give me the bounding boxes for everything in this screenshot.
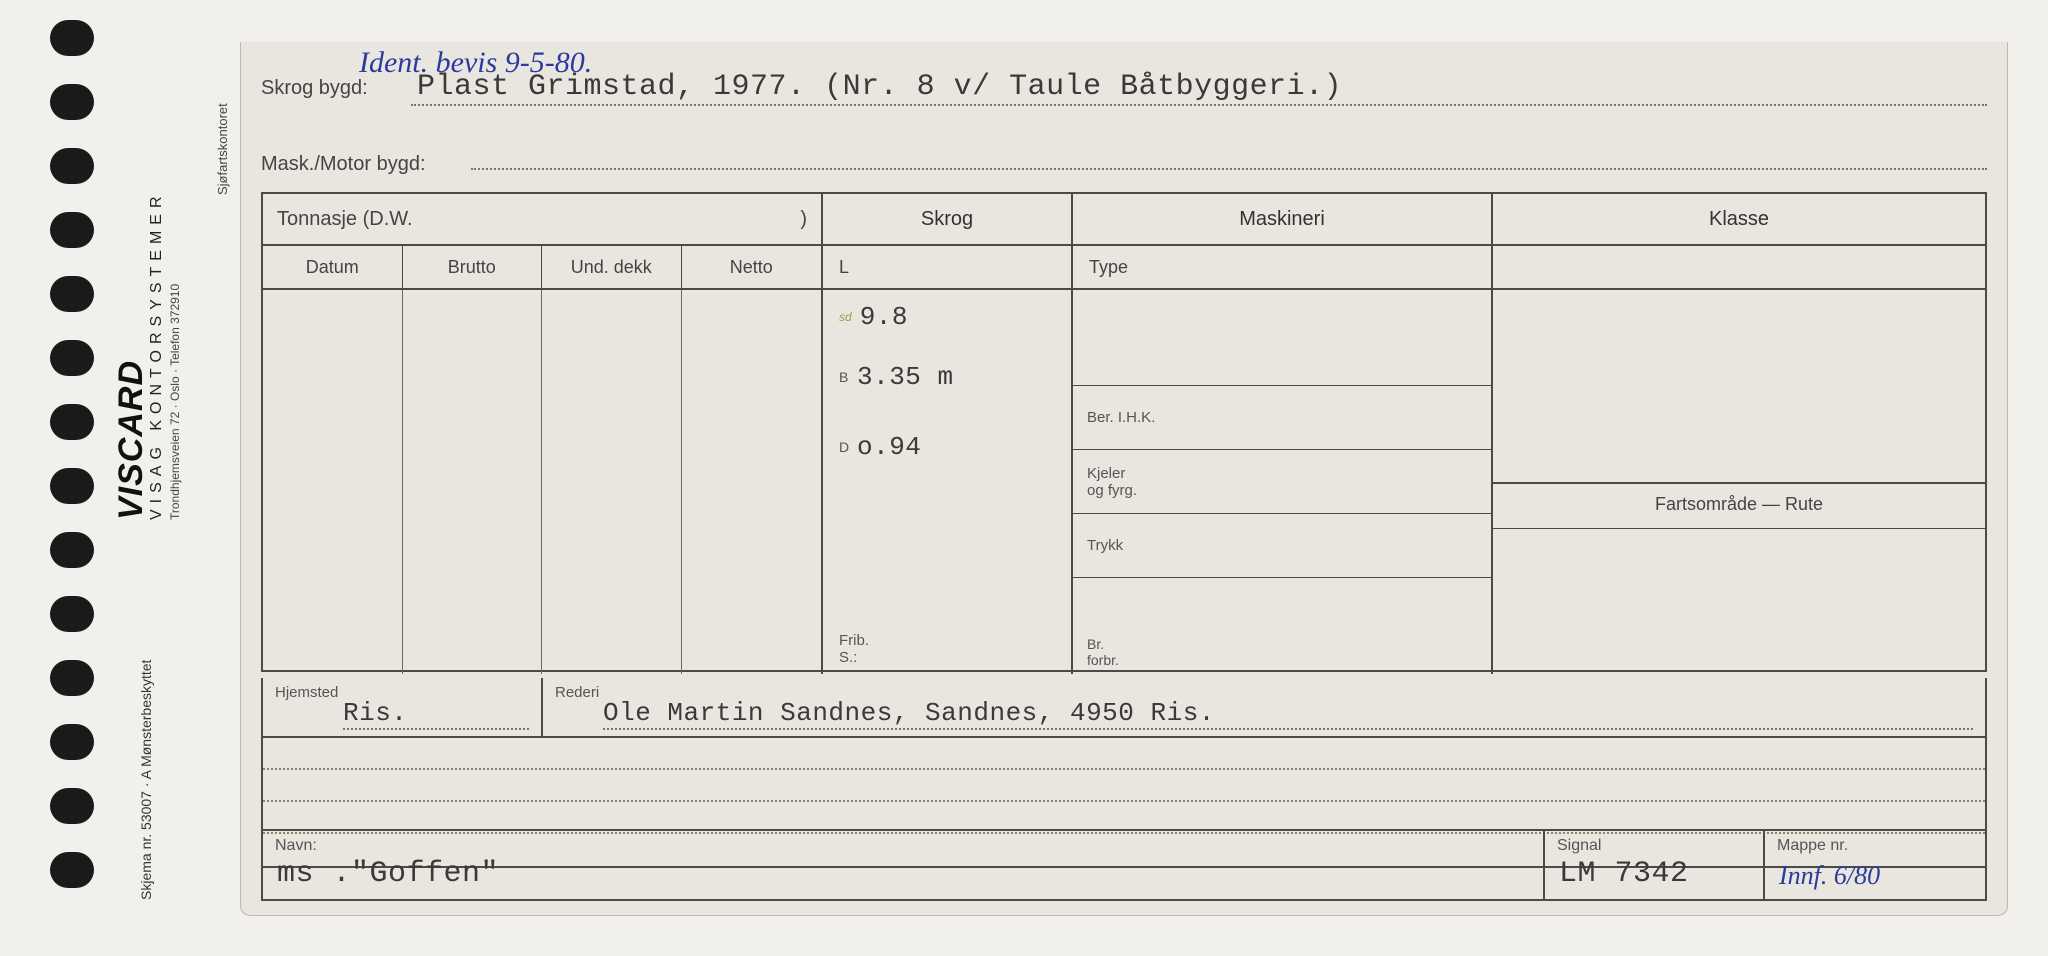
value-length: 9.8 [860, 302, 908, 332]
label-br-forbr: Br. forbr. [1087, 636, 1119, 668]
hjemsted-cell: Hjemsted Ris. [263, 678, 543, 736]
main-grid: Tonnasje (D.W. ) Skrog Maskineri Klasse … [261, 192, 1987, 672]
value-navn: ms ."Goffen" [277, 857, 499, 891]
label-frib: Frib. S.: [839, 632, 869, 666]
signal-cell: Signal LM 7342 [1545, 831, 1765, 899]
sub-unddekk: Und. dekk [542, 246, 682, 288]
index-card: Ident. bevis 9-5-80. Skrog bygd: Plast G… [240, 42, 2008, 916]
hjemsted-row: Hjemsted Ris. Rederi Ole Martin Sandnes,… [261, 678, 1987, 738]
klasse-body: Fartsområde — Rute [1493, 290, 1985, 674]
sub-datum: Datum [263, 246, 403, 288]
label-mappe: Mappe nr. [1777, 837, 1973, 855]
row-skrog-bygd: Skrog bygd: Plast Grimstad, 1977. (Nr. 8… [261, 70, 1987, 118]
sub-netto: Netto [682, 246, 822, 288]
value-hjemsted: Ris. [343, 698, 529, 730]
tonnasje-body [263, 290, 823, 674]
sub-L: L [823, 246, 1073, 290]
punch-holes [50, 20, 110, 920]
header-maskineri: Maskineri [1073, 194, 1493, 246]
label-navn: Navn: [275, 837, 1531, 855]
header-tonnasje: Tonnasje (D.W. ) [263, 194, 823, 246]
label-skrog-bygd: Skrog bygd: [261, 77, 411, 100]
maskineri-body: Ber. I.H.K. Kjeler og fyrg. Trykk Br. fo… [1073, 290, 1493, 674]
label-kjeler: Kjeler og fyrg. [1073, 450, 1491, 514]
label-trykk: Trykk [1073, 514, 1491, 578]
label-signal: Signal [1557, 837, 1751, 855]
value-rederi: Ole Martin Sandnes, Sandnes, 4950 Ris. [603, 698, 1973, 730]
prefix-B: B [839, 369, 857, 385]
sub-type: Type [1073, 246, 1493, 290]
sub-brutto: Brutto [403, 246, 543, 288]
label-ber-ihk: Ber. I.H.K. [1073, 386, 1491, 450]
prefix-sd: sd [839, 310, 852, 324]
label-tonnasje: Tonnasje (D.W. [277, 208, 413, 231]
label-fartsomrade: Fartsområde — Rute [1493, 494, 1985, 515]
skrog-body: sd 9.8 B 3.35 m D o.94 Frib. S.: [823, 290, 1073, 674]
value-depth: o.94 [857, 432, 921, 462]
header-skrog: Skrog [823, 194, 1073, 246]
label-paren: ) [800, 208, 807, 231]
value-mappe: Innf. 6/80 [1779, 861, 1880, 891]
maskin-type-cell [1073, 290, 1491, 386]
navn-cell: Navn: ms ."Goffen" [263, 831, 1545, 899]
side-skjema: Skjema nr. 53007 · A Mønsterbeskyttet [138, 40, 154, 900]
value-breadth: 3.35 m [857, 362, 954, 392]
row-motor-bygd: Mask./Motor bygd: [261, 142, 1987, 182]
bottom-row: Navn: ms ."Goffen" Signal LM 7342 Mappe … [261, 829, 1987, 901]
prefix-D: D [839, 439, 857, 455]
value-motor-bygd [471, 142, 1987, 170]
value-signal: LM 7342 [1559, 857, 1689, 891]
brand-addr: Trondhjemsveien 72 · Oslo · Telefon 3729… [168, 284, 182, 520]
header-klasse: Klasse [1493, 194, 1985, 246]
subheader-tonnasje: Datum Brutto Und. dekk Netto [263, 246, 823, 290]
label-motor-bygd: Mask./Motor bygd: [261, 153, 471, 176]
side-office: Sjøfartskontoret [215, 103, 230, 195]
sub-klasse-empty [1493, 246, 1985, 290]
rederi-cell: Rederi Ole Martin Sandnes, Sandnes, 4950… [543, 678, 1985, 736]
value-skrog-bygd: Plast Grimstad, 1977. (Nr. 8 v/ Taule Bå… [411, 70, 1987, 106]
mappe-cell: Mappe nr. Innf. 6/80 [1765, 831, 1985, 899]
